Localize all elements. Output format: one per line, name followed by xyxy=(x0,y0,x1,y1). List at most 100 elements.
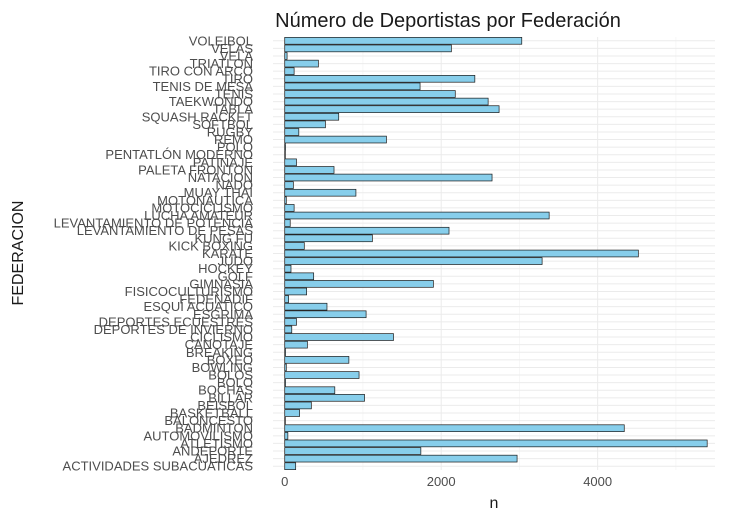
bar xyxy=(284,143,286,151)
bar xyxy=(284,272,315,281)
bar xyxy=(284,454,518,463)
category-label: SQUASH RACKET xyxy=(142,109,253,124)
bar xyxy=(284,173,493,182)
category-label: CICLISMO xyxy=(190,330,253,345)
category-label: FISICOCULTURISMO xyxy=(125,284,253,299)
bar xyxy=(284,348,286,357)
category-label: PATINAJE xyxy=(193,155,254,170)
bar xyxy=(284,287,307,296)
bar xyxy=(284,166,335,174)
bar xyxy=(284,128,300,136)
bar xyxy=(284,356,350,364)
bar xyxy=(284,295,289,303)
y-axis-title: FEDERACION xyxy=(10,201,27,306)
category-label: HOCKEY xyxy=(198,261,253,276)
category-label: DEPORTES DE INVIERNO xyxy=(94,322,253,337)
bar xyxy=(284,196,287,205)
category-label: BOLOS xyxy=(208,368,253,383)
category-label: ATLETISMO xyxy=(180,436,253,451)
category-label: VELAS xyxy=(211,41,253,56)
chart-title: Número de Deportistas por Federación xyxy=(275,10,621,32)
bar xyxy=(284,158,297,167)
category-label: RUGBY xyxy=(207,124,254,139)
bar xyxy=(284,439,708,448)
bar xyxy=(284,112,340,121)
category-label: AUTOMOVILISMO xyxy=(143,428,253,443)
category-label: BOWLING xyxy=(192,360,253,375)
category-label: FEDENADIF xyxy=(179,292,253,307)
category-label: ACTIVIDADES SUBACUATICAS xyxy=(63,459,254,474)
category-label: ESGRIMA xyxy=(193,307,253,322)
bar xyxy=(284,67,295,75)
category-label: ANDEPORTE xyxy=(172,444,253,459)
category-label: BASKETBALL xyxy=(170,406,253,421)
category-label: NADO xyxy=(215,178,253,193)
category-label: ESQUÍ ACUATICO xyxy=(143,299,253,314)
category-label: MOTOCICLISMO xyxy=(151,200,253,215)
bar xyxy=(284,135,387,144)
category-label: TIRO CON ARCO xyxy=(149,64,253,79)
bar xyxy=(284,280,434,288)
category-label: REMO xyxy=(214,132,253,147)
category-label: VOLEIBOL xyxy=(189,33,253,48)
bar xyxy=(284,44,452,53)
bar xyxy=(284,264,292,273)
x-tick-label: 4000 xyxy=(583,474,612,489)
bar xyxy=(284,340,308,349)
bar xyxy=(284,371,360,379)
bar xyxy=(284,416,286,425)
bar xyxy=(284,211,550,220)
category-label: BOLO xyxy=(217,375,253,390)
category-label: AJEDREZ xyxy=(194,451,253,466)
x-tick-label: 0 xyxy=(281,474,288,489)
category-label: TRIATLON xyxy=(190,56,253,71)
bar xyxy=(284,462,297,470)
bar xyxy=(284,394,365,402)
x-tick-label: 2000 xyxy=(427,474,456,489)
bar xyxy=(284,257,543,265)
x-tick-labels: 0 2000 4000 xyxy=(281,474,612,489)
bar-layer xyxy=(284,37,708,470)
bar xyxy=(284,424,625,432)
category-label: CANOTAJE xyxy=(185,337,254,352)
category-label: TABLA xyxy=(213,102,254,117)
category-label: TIRO xyxy=(222,71,253,86)
category-label: MUAY THAI xyxy=(184,185,253,200)
bar xyxy=(284,181,294,189)
category-label: LEVANTAMIENTO DE POTENCIA xyxy=(54,216,254,231)
category-label: DEPORTES ECUESTRES xyxy=(99,314,254,329)
category-label: KUNG FU xyxy=(195,231,254,246)
category-label: POLO xyxy=(217,140,253,155)
bar xyxy=(284,447,422,455)
bar xyxy=(284,409,300,417)
category-label: BEISBOL xyxy=(197,398,253,413)
bar xyxy=(284,105,500,113)
bar xyxy=(284,226,450,235)
bar xyxy=(284,75,476,83)
category-label: BADMINTON xyxy=(175,421,253,436)
category-labels: ACTIVIDADES SUBACUATICASAJEDREZANDEPORTE… xyxy=(54,33,254,473)
category-label: BALONCESTO xyxy=(164,413,253,428)
category-label: JUDO xyxy=(218,254,253,269)
category-label: VELA xyxy=(220,48,254,63)
bar xyxy=(284,120,326,129)
bar xyxy=(284,188,357,197)
category-label: PALETA FRONTON xyxy=(138,162,253,177)
bar xyxy=(284,219,291,227)
category-label: PENTATLÓN MODERNO xyxy=(105,147,253,162)
category-label: BREAKING xyxy=(186,345,253,360)
category-label: LEVANTAMIENTO DE PESAS xyxy=(77,223,254,238)
category-label: TAEKWONDO xyxy=(169,94,253,109)
category-label: GIMNASIA xyxy=(189,276,253,291)
bar xyxy=(284,401,312,410)
category-label: KARATE xyxy=(202,246,253,261)
category-label: TENIS xyxy=(215,86,254,101)
bar xyxy=(284,249,639,258)
bar xyxy=(284,97,489,106)
category-label: NATACION xyxy=(188,170,253,185)
category-label: BOCHAS xyxy=(198,383,253,398)
bar xyxy=(284,59,319,68)
bar xyxy=(284,363,287,372)
